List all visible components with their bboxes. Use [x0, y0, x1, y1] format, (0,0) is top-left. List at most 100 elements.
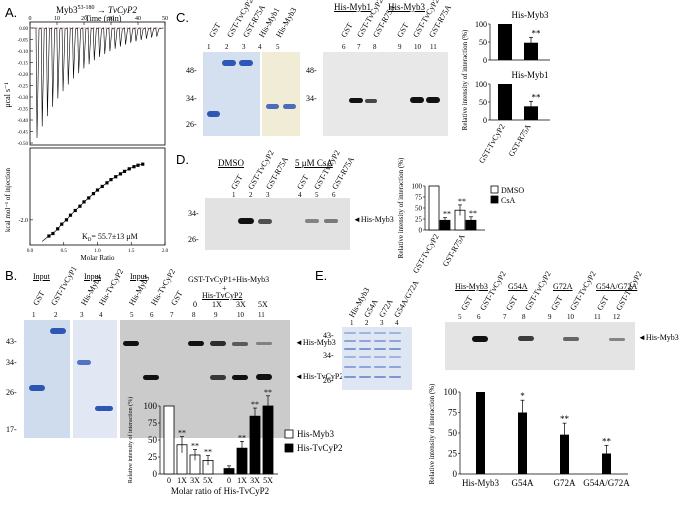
c-header-myb1: His-Myb1	[334, 2, 372, 12]
a-bottom-frame	[29, 147, 166, 246]
e-bar-0	[476, 392, 485, 474]
a-point-15	[114, 175, 118, 179]
b-cat-0-0: 0	[167, 476, 171, 485]
e-lane-9: 9	[548, 313, 552, 321]
a-point-13	[105, 181, 109, 185]
a-point-2	[56, 227, 60, 231]
a-point-14	[109, 178, 113, 182]
e-ytick-label-0: 0	[453, 469, 458, 479]
a-top-ytick-label-9: -0.45	[18, 131, 29, 136]
b-sig-0-1: **	[178, 429, 186, 438]
a-kd-value: = 55.7±13 μM	[91, 232, 137, 241]
e-coom-band-1-0	[359, 332, 371, 334]
e-coom-band-1-4	[359, 366, 371, 368]
d-lane-4: 4	[298, 191, 302, 199]
d-lbl-gst-2: GST	[295, 173, 311, 191]
a-point-17	[122, 169, 127, 173]
e-lane-6: 6	[477, 313, 481, 321]
b-band-label-tvcyp2: ◄His-TvCyP2	[295, 372, 344, 381]
b-input-3: Input	[130, 272, 147, 281]
e-lane-8: 8	[522, 313, 526, 321]
c-lane-6: 6	[342, 43, 346, 51]
e-coom-band-1-3	[359, 356, 371, 358]
d-lbl-gst-1: GST	[229, 173, 245, 191]
c-lane-5: 5	[276, 43, 280, 51]
b-band-gst-tvcyp1	[50, 328, 66, 334]
e-bar-1	[518, 412, 527, 474]
e-coom-band-3-5	[389, 376, 401, 378]
b-legend-swatch-0	[284, 429, 294, 439]
c-blot-myb1-tvcyp2	[349, 98, 363, 103]
a-bot-xtick-label-1: 0.5	[61, 249, 68, 254]
panel-a-itc-plot: 0 10 20 30 40 50 0.00 -0.05 -0.10 -0.15 -0.20 -0.25…	[3, 16, 169, 262]
e-ytick-label-4: 100	[444, 387, 458, 397]
b-input-2: Input	[84, 272, 101, 281]
c-band-gst	[207, 111, 220, 117]
a-top-ytick-label-8: -0.40	[18, 119, 29, 124]
b-band-gst	[29, 385, 45, 391]
d-band-csa-tvcyp2	[305, 219, 319, 223]
e-right-label-0: GST	[459, 294, 475, 312]
c3-ytick-label-1: 50	[479, 38, 487, 47]
e-cat-0: His-Myb3	[462, 478, 500, 488]
b-lane-8: 8	[192, 311, 196, 319]
b-band-his-myb3	[77, 360, 91, 365]
b-ylabel: Relative intensity of interaction (%)	[127, 397, 134, 483]
e-coom-band-1-2	[359, 348, 371, 350]
c-lane-8: 8	[373, 43, 377, 51]
c-lane-10: 10	[414, 43, 421, 51]
e-coom-band-2-3	[374, 356, 386, 358]
b-ytick-label-0: 0	[153, 469, 158, 479]
b-ratio-3: 3X	[236, 300, 246, 309]
d-legend-label-1: CsA	[501, 196, 515, 205]
e-lbl-g54a-g72a: G54A/G72A	[392, 278, 421, 319]
b-plus: +	[222, 284, 227, 293]
c3-sig-1: **	[532, 28, 542, 38]
e-coom-band-3-1	[389, 340, 401, 342]
d-bar-chart: 0 25 50 75 100 Relative intensity of interact…	[397, 157, 524, 275]
b-legend-label-1: His-TvCyP2	[297, 443, 343, 453]
e-lane-2: 2	[365, 319, 369, 327]
b-lbl-gst-tvcyp1: GST-TvCyP1	[49, 264, 79, 307]
b-legend-label-0: His-Myb3	[297, 429, 335, 439]
c1-bar-1	[524, 106, 538, 120]
d-band-dmso-r75a	[258, 219, 272, 224]
e-right-label-2: GST	[504, 294, 520, 312]
e-group-g72a: G72A	[553, 282, 573, 291]
e-ytick-label-3: 75	[448, 408, 458, 418]
e-coom-band-3-3	[389, 356, 401, 358]
e-lane-4: 4	[395, 319, 399, 327]
b-mw-26: 26-	[6, 388, 17, 397]
a-point-8	[82, 200, 86, 204]
e-coom-band-0-5	[344, 376, 356, 378]
e-lane-10: 10	[567, 313, 574, 321]
e-bar-3	[602, 453, 611, 474]
b-blot-band-tvcyp2-5x	[256, 374, 272, 380]
e-lane-12: 12	[613, 313, 620, 321]
a-top-xtick-label-0: 0	[29, 16, 32, 22]
e-coom-band-0-2	[344, 348, 356, 350]
b-cat-0-2: 3X	[190, 476, 200, 485]
a-point-5	[68, 213, 73, 217]
e-coom-band-2-0	[374, 332, 386, 334]
d-ytick-label-3: 75	[415, 194, 423, 202]
e-coom-band-0-3	[344, 356, 356, 358]
d-lane-2: 2	[249, 191, 253, 199]
b-blot-band-myb3-5x	[256, 342, 272, 345]
panel-e-letter: E.	[315, 268, 328, 283]
b-mw-43: 43-	[6, 337, 17, 346]
e-coom-band-0-0	[344, 332, 356, 334]
a-top-ytick-label-1: -0.05	[18, 39, 29, 44]
panel-a-letter: A.	[5, 5, 18, 20]
d-band-csa-r75a	[324, 219, 338, 223]
c-lbl-r-gst-1: GST	[339, 21, 355, 39]
b-bar-chart: 0 25 50 75 100 Relative intensity of interact…	[127, 388, 343, 496]
b-lbl-gst-b: GST	[169, 289, 185, 307]
d-lane-5: 5	[315, 191, 319, 199]
b-sig-1-3: **	[264, 388, 272, 397]
a-bot-xtick-label-4: 2.0	[162, 249, 169, 254]
e-group-his-myb3: His-Myb3	[455, 282, 488, 291]
e-ytick-label-1: 25	[448, 449, 458, 459]
c-lane-2: 2	[225, 43, 229, 51]
c-lane-1: 1	[207, 43, 211, 51]
